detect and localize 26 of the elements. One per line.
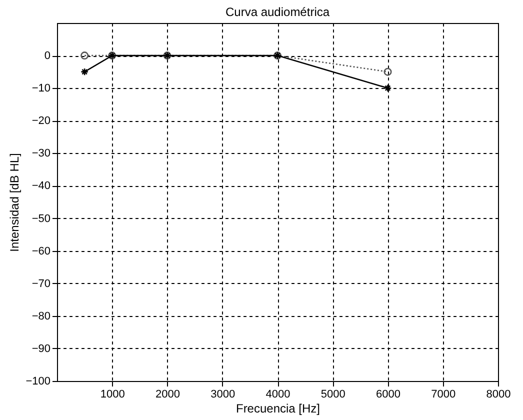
x-axis-title: Frecuencia [Hz] <box>236 402 320 416</box>
y-axis-title: Intensidad [dB HL] <box>8 153 22 252</box>
y-tick-label: −10 <box>32 82 50 95</box>
y-tick-label: −70 <box>32 278 50 290</box>
y-tick-label: −20 <box>32 115 50 128</box>
y-tick-label: −60 <box>32 245 50 258</box>
y-tick-label: −30 <box>32 148 50 160</box>
x-tick-label: 7000 <box>431 388 456 400</box>
x-tick-label: 2000 <box>156 388 180 400</box>
point <box>80 68 89 76</box>
x-tick-label: 5000 <box>320 388 346 400</box>
point <box>384 84 392 92</box>
x-tick-label: 1000 <box>100 388 125 400</box>
point <box>80 52 89 60</box>
point <box>384 68 392 76</box>
y-tick-label: 0 <box>44 50 50 62</box>
x-tick-label: 6000 <box>376 388 400 400</box>
y-tick-label: −50 <box>32 212 50 225</box>
x-tick-label: 4000 <box>266 388 290 400</box>
x-tick-label: 8000 <box>486 388 511 400</box>
y-tick-label: −40 <box>32 180 50 192</box>
x-tick-label: 3000 <box>210 388 236 400</box>
y-tick-label: −90 <box>32 342 50 355</box>
y-tick-label: −80 <box>32 310 50 322</box>
y-tick-label: −100 <box>26 376 50 388</box>
chart-title: Curva audiométrica <box>225 5 330 19</box>
